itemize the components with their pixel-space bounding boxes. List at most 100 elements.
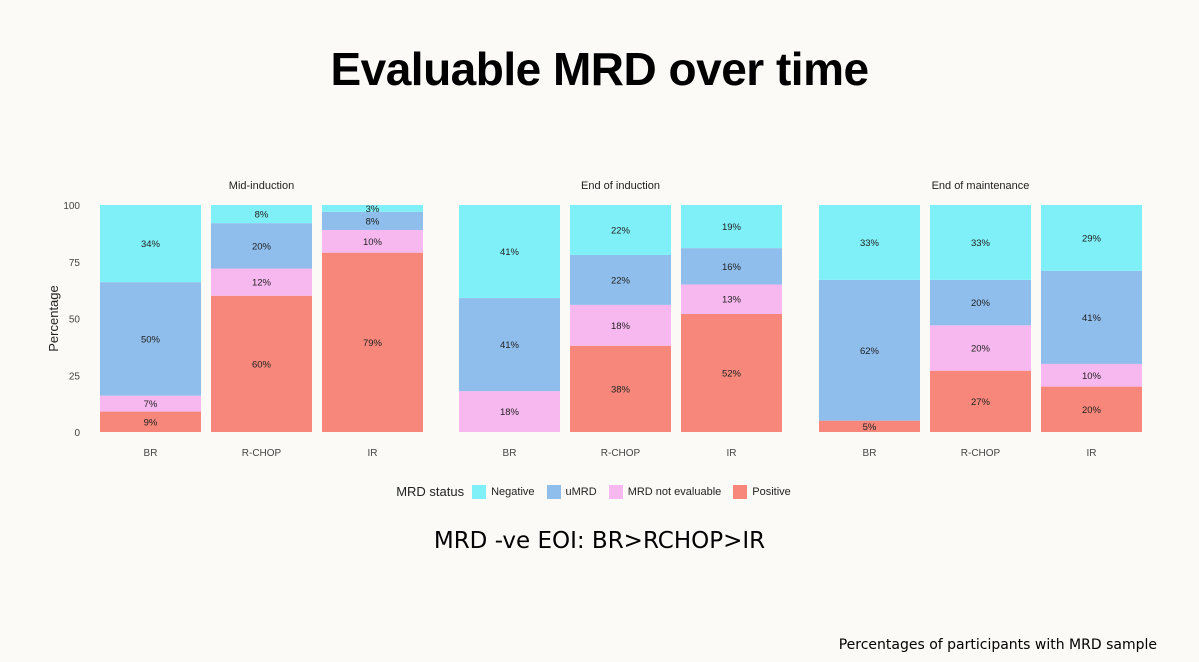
legend-item-positive: Positive	[733, 484, 791, 499]
chart-legend: MRD status Negative uMRD MRD not evaluab…	[0, 484, 1199, 499]
data-label: 20%	[1082, 405, 1102, 416]
data-label: 13%	[722, 295, 742, 306]
bar-segment	[819, 279, 920, 421]
bar-segment	[930, 325, 1031, 371]
bar-segment	[819, 420, 920, 432]
data-label: 41%	[1082, 313, 1102, 324]
data-label: 50%	[141, 334, 161, 345]
x-tick-label: IR	[1087, 448, 1097, 459]
bar-segment	[819, 205, 920, 280]
x-tick-label: BR	[503, 448, 517, 459]
bar-segment	[930, 279, 1031, 326]
y-tick-label: 75	[69, 258, 81, 269]
data-label: 62%	[860, 346, 880, 357]
bar-segment	[100, 411, 201, 432]
legend-item-umrd: uMRD	[546, 484, 597, 499]
data-label: 18%	[611, 321, 631, 332]
data-label: 7%	[144, 399, 158, 410]
panel-title: Mid-induction	[229, 180, 294, 192]
panel-title: End of maintenance	[932, 180, 1030, 192]
bar-segment	[681, 205, 782, 249]
legend-label-positive: Positive	[752, 485, 791, 498]
x-tick-label: R-CHOP	[601, 448, 641, 459]
data-label: 10%	[1082, 371, 1102, 382]
bar-segment	[570, 304, 671, 346]
bar-segment	[322, 252, 423, 432]
x-tick-label: IR	[368, 448, 378, 459]
legend-item-not-evaluable: MRD not evaluable	[608, 484, 722, 499]
data-label: 9%	[144, 417, 158, 428]
bar-segment	[930, 205, 1031, 280]
data-label: 8%	[366, 216, 380, 227]
y-tick-label: 0	[74, 428, 80, 439]
bar-segment	[459, 205, 560, 299]
data-label: 8%	[255, 210, 269, 221]
data-label: 3%	[366, 204, 380, 215]
data-label: 12%	[252, 278, 272, 289]
data-label: 33%	[860, 238, 880, 249]
legend-title: MRD status	[396, 484, 465, 499]
bar-segment	[211, 268, 312, 296]
legend-item-negative: Negative	[472, 484, 535, 499]
data-label: 34%	[141, 239, 161, 250]
data-label: 41%	[500, 247, 520, 258]
bar-segment	[570, 205, 671, 255]
bar-segment	[211, 205, 312, 224]
legend-label-umrd: uMRD	[565, 485, 597, 498]
data-label: 19%	[722, 222, 742, 233]
bar-segment	[681, 248, 782, 285]
bar-segment	[322, 205, 423, 212]
data-label: 27%	[971, 397, 991, 408]
bar-segment	[211, 223, 312, 269]
y-tick-label: 50	[69, 315, 81, 326]
slide-title: Evaluable MRD over time	[330, 43, 869, 95]
data-label: 79%	[363, 338, 383, 349]
data-label: 18%	[500, 407, 520, 418]
data-label: 22%	[611, 225, 631, 236]
x-tick-label: BR	[144, 448, 158, 459]
bar-segment	[1041, 386, 1142, 432]
legend-swatch-positive	[733, 484, 748, 499]
data-label: 33%	[971, 238, 991, 249]
bar-segment	[570, 345, 671, 432]
data-label: 22%	[611, 275, 631, 286]
data-label: 20%	[971, 298, 991, 309]
x-tick-label: R-CHOP	[961, 448, 1001, 459]
data-label: 20%	[971, 344, 991, 355]
bar-segment	[1041, 270, 1142, 364]
data-label: 10%	[363, 237, 383, 248]
bar-segment	[681, 313, 782, 432]
y-axis-label: Percentage	[46, 285, 61, 352]
data-label: 60%	[252, 359, 272, 370]
data-label: 20%	[252, 241, 272, 252]
bar-segment	[1041, 363, 1142, 387]
bar-segment	[322, 211, 423, 230]
legend-swatch-umrd	[546, 484, 561, 499]
data-label: 5%	[863, 422, 877, 433]
data-label: 41%	[500, 340, 520, 351]
legend-swatch-not-evaluable	[608, 484, 623, 499]
legend-label-not-evaluable: MRD not evaluable	[627, 485, 722, 498]
data-label: 29%	[1082, 233, 1102, 244]
bar-segment	[459, 298, 560, 392]
bar-segment	[100, 205, 201, 283]
bar-segment	[322, 229, 423, 253]
data-label: 16%	[722, 262, 742, 273]
x-tick-label: IR	[727, 448, 737, 459]
data-label: 38%	[611, 384, 631, 395]
x-tick-label: R-CHOP	[242, 448, 282, 459]
bar-segment	[100, 282, 201, 396]
bar-segment	[211, 295, 312, 432]
slide-subtitle: MRD -ve EOI: BR>RCHOP>IR	[433, 528, 766, 554]
data-label: 52%	[722, 368, 742, 379]
stacked-bar-chart: Percentage 0 25 50 75 100 Mid-induction 9% 7% 50%…	[46, 180, 1142, 459]
slide-footnote: Percentages of participants with MRD sam…	[838, 637, 1157, 653]
bar-segment	[930, 370, 1031, 432]
bar-segment	[459, 391, 560, 432]
legend-label-negative: Negative	[491, 485, 535, 498]
y-tick-label: 100	[63, 201, 80, 212]
legend-swatch-negative	[472, 484, 487, 499]
bar-segment	[1041, 205, 1142, 271]
panel-title: End of induction	[581, 180, 660, 192]
bar-segment	[100, 395, 201, 412]
